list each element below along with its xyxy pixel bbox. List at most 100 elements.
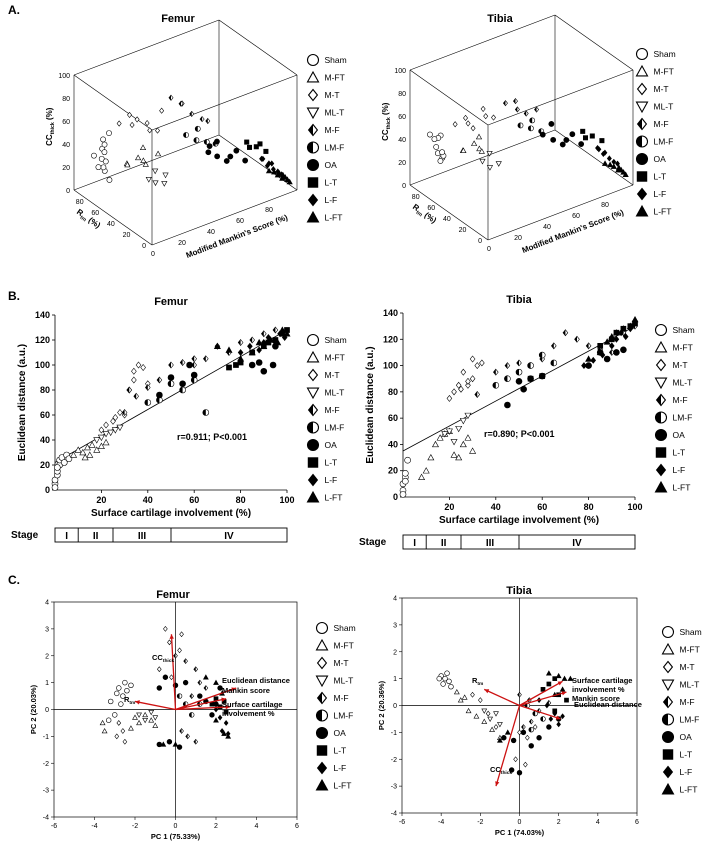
data-point: [550, 136, 557, 143]
data-point: [127, 111, 132, 118]
data-point: [517, 122, 524, 129]
data-point: [552, 710, 558, 717]
data-point: [513, 756, 518, 763]
legend-label: L-T: [654, 171, 667, 181]
arrow-head-icon: [495, 781, 500, 787]
triangle-open-marker-icon: [654, 340, 668, 353]
data-point: [546, 724, 552, 730]
data-point: [100, 136, 106, 143]
data-point: [223, 720, 229, 726]
series-sham: [399, 456, 411, 498]
data-point: [470, 140, 478, 146]
legend-item: LM-F: [306, 421, 344, 434]
y-tick-label: -4: [43, 815, 49, 822]
series-sham: [105, 679, 134, 723]
circle-open-marker-icon: [654, 323, 668, 337]
data-point: [249, 336, 255, 344]
data-point: [574, 335, 580, 343]
data-point: [444, 670, 450, 676]
data-point: [255, 338, 263, 346]
series-m-f: [173, 652, 209, 745]
data-point: [51, 484, 59, 491]
axis-edge: [218, 134, 298, 191]
data-point: [219, 728, 225, 734]
x-tick-label: 100: [627, 502, 642, 512]
legend-label: M-FT: [325, 352, 345, 362]
data-point: [631, 315, 639, 323]
legend-item: L-FT: [654, 480, 690, 492]
y-tick-label: 20: [123, 232, 131, 239]
data-point: [193, 137, 200, 144]
data-point: [436, 675, 442, 682]
z-tick-label: 100: [394, 68, 406, 75]
data-point: [99, 719, 106, 726]
data-point: [517, 729, 522, 736]
data-point: [183, 132, 189, 138]
data-point: [131, 367, 137, 375]
data-point: [532, 710, 538, 717]
data-point: [227, 153, 234, 160]
data-point: [528, 718, 534, 725]
circle-half-marker-icon: [306, 141, 320, 154]
legend-label: M-FT: [673, 342, 693, 352]
data-point: [612, 329, 620, 336]
data-point: [103, 421, 109, 429]
legend-item: LM-F: [635, 135, 673, 148]
axis-edge: [73, 74, 153, 131]
y-tick-label: 60: [40, 410, 50, 420]
legend-label: M-T: [325, 90, 340, 100]
triangle-down-open-marker-icon: [306, 107, 320, 120]
data-point: [442, 675, 448, 682]
series-m-t: [452, 105, 496, 132]
data-point: [135, 361, 142, 369]
series-l-ft: [601, 160, 629, 177]
data-point: [242, 157, 249, 164]
data-point: [539, 373, 546, 379]
legend-label: Sham: [334, 623, 356, 633]
data-point: [93, 446, 101, 453]
legend-item: L-F: [655, 463, 685, 477]
legend-label: M-T: [334, 658, 349, 668]
legend-item: Sham: [306, 53, 347, 67]
series-ml-t: [441, 412, 472, 446]
legend-item: OA: [661, 730, 692, 744]
data-point: [560, 713, 565, 720]
data-point: [465, 381, 471, 389]
y-axis-label: PC 2 (20.36%): [377, 680, 386, 730]
legend-item: M-FT: [315, 638, 354, 650]
legend-item: LM-F: [661, 713, 699, 726]
y-tick-label: -2: [43, 761, 49, 768]
x-axis-label: Surface cartilage involvement (%): [439, 515, 599, 526]
data-point: [504, 729, 511, 735]
legend-label: ML-T: [673, 377, 693, 387]
data-point: [147, 127, 153, 134]
data-point: [167, 639, 172, 646]
correlation-annotation: r=0.890; P<0.001: [484, 429, 555, 439]
data-point: [495, 161, 502, 167]
y-tick-label: 1: [393, 676, 397, 683]
legend-label: LM-F: [325, 142, 345, 152]
y-tick-label: 0: [142, 243, 146, 250]
z-tick-label: 20: [62, 165, 70, 172]
stage-ii: II: [93, 531, 99, 542]
series-oa: [156, 342, 279, 399]
data-point: [162, 674, 169, 680]
series-l-ft: [585, 315, 639, 362]
data-point: [237, 355, 245, 362]
data-point: [483, 113, 489, 120]
data-point: [527, 362, 534, 369]
data-point: [221, 730, 228, 736]
arrow-head-icon: [169, 634, 174, 639]
triangle-down-open-marker-icon: [315, 675, 329, 688]
data-point: [111, 427, 119, 434]
legend-item: M-F: [636, 117, 669, 131]
data-point: [618, 166, 625, 173]
data-point: [550, 359, 558, 367]
circle-open-marker-icon: [635, 47, 649, 61]
legend-item: ML-T: [635, 101, 673, 114]
legend: Sham M-FT M-T ML-T M-F LM-F OA L-T L-F L-FT: [306, 53, 347, 222]
data-point: [453, 689, 460, 695]
loading-vector: [519, 704, 561, 720]
legend-label: M-F: [680, 697, 695, 707]
